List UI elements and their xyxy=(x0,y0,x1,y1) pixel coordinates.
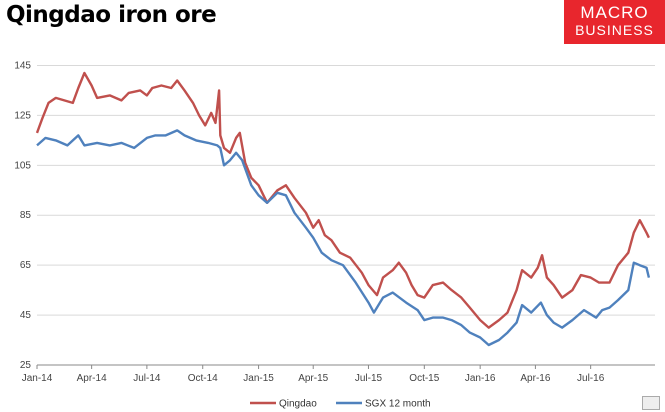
x-axis-ticks: Jan-14 Apr-14 Jul-14 Oct-14 Jan-15 Apr-15 Jul-… xyxy=(22,365,605,384)
x-tick-label: Jul-16 xyxy=(577,373,605,384)
x-tick-label: Apr-14 xyxy=(77,373,107,384)
macro-business-logo: MACRO BUSINESS xyxy=(564,0,665,44)
x-tick-label: Jan-16 xyxy=(465,373,496,384)
y-tick-label: 85 xyxy=(20,210,32,221)
grid-lines xyxy=(37,64,655,316)
y-tick-label: 65 xyxy=(20,260,32,271)
legend-label: SGX 12 month xyxy=(365,399,431,410)
x-tick-label: Apr-16 xyxy=(520,373,550,384)
logo-line-1: MACRO xyxy=(580,3,649,22)
corner-icon xyxy=(642,396,660,410)
x-tick-label: Apr-15 xyxy=(298,373,328,384)
y-tick-label: 105 xyxy=(14,160,31,171)
logo-line-2: BUSINESS xyxy=(575,22,654,38)
y-tick-label: 125 xyxy=(14,110,31,121)
x-tick-label: Jan-15 xyxy=(243,373,274,384)
series-line-qingdao xyxy=(35,71,650,329)
x-tick-label: Jul-14 xyxy=(133,373,161,384)
chart-title: Qingdao iron ore xyxy=(6,2,217,28)
y-tick-label: 145 xyxy=(14,60,31,71)
series-lines xyxy=(35,71,651,347)
legend: Qingdao SGX 12 month xyxy=(250,399,431,410)
y-tick-label: 45 xyxy=(20,310,32,321)
y-axis-ticks: 25 45 65 85 105 125 145 xyxy=(14,60,31,371)
series-line-sgx-12-month xyxy=(36,129,651,347)
x-tick-label: Oct-15 xyxy=(409,373,439,384)
legend-label: Qingdao xyxy=(279,399,317,410)
x-tick-label: Jan-14 xyxy=(22,373,53,384)
y-tick-label: 25 xyxy=(20,360,32,371)
x-tick-label: Oct-14 xyxy=(188,373,218,384)
x-tick-label: Jul-15 xyxy=(355,373,383,384)
